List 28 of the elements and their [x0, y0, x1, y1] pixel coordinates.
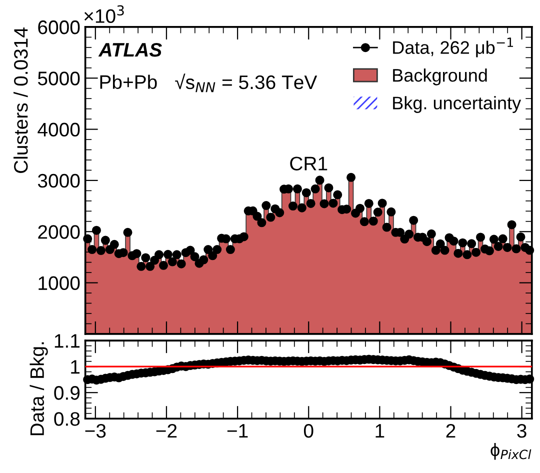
y-axis-title: Clusters / 0.0314: [14, 28, 28, 173]
text: ×10$^{3}$: [84, 5, 124, 23]
y-tick-label: 1.1: [54, 334, 80, 348]
x-tick-label: 2: [446, 424, 456, 438]
x-axis-title: ϕ$_{PixCl}$: [490, 442, 532, 460]
x-tick-label: −2: [156, 424, 177, 438]
y-tick-label: 0.9: [54, 386, 80, 400]
y-tick-label: 1: [71, 360, 80, 374]
legend-label: Bkg. uncertainty: [393, 96, 522, 113]
y-tick-label: 1000: [38, 276, 80, 290]
legend-label: Background: [393, 68, 487, 86]
annotation: CR1: [290, 156, 328, 170]
legend-label: Data, 262 μb$^{−1}$: [393, 38, 514, 58]
x-tick-label: 3: [517, 424, 526, 438]
x-tick-label: 0: [304, 424, 314, 438]
y-tick-label: 2000: [38, 225, 80, 239]
y-tick-label: 4000: [38, 122, 80, 137]
x-tick-label: −3: [85, 424, 106, 438]
x-tick-label: 1: [376, 424, 384, 438]
y-tick-label: 5000: [38, 72, 80, 86]
annotation: Pb+Pb: [100, 74, 157, 89]
annotation: √s$_{NN}$ = 5.36 TeV: [175, 74, 318, 92]
y-tick-label: 6000: [38, 20, 80, 34]
x-tick-label: −1: [227, 424, 248, 438]
annotation: ATLAS: [98, 42, 162, 57]
y-axis-title: Data / Bkg.: [30, 342, 48, 436]
y-tick-label: 0.8: [54, 412, 80, 426]
y-tick-label: 3000: [38, 174, 80, 188]
